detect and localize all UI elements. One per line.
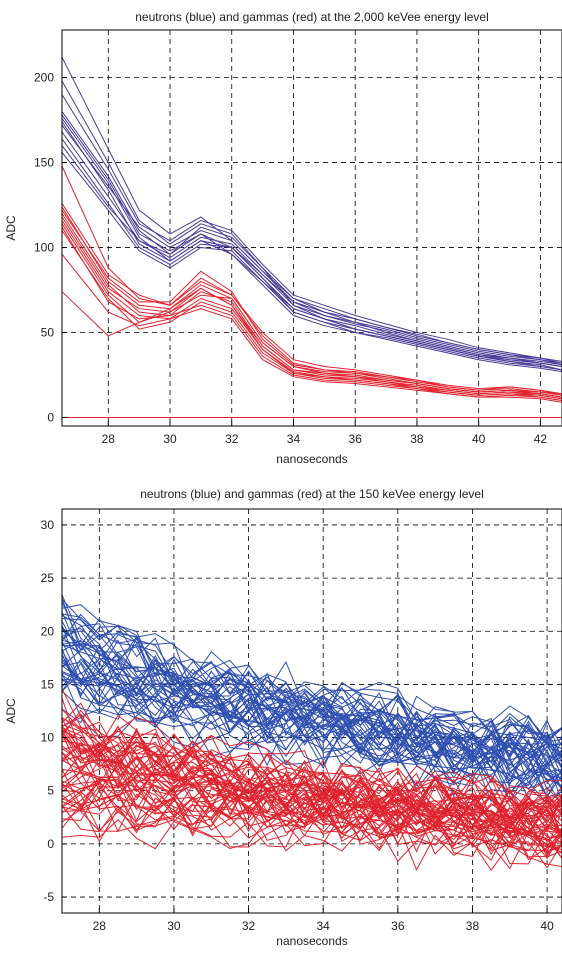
- x-tick-label: 38: [466, 919, 480, 933]
- y-tick-label: 25: [41, 571, 55, 585]
- neutron-trace: [61, 94, 562, 362]
- plot-frame: [61, 29, 562, 427]
- gamma-trace: [61, 755, 562, 839]
- chart-title: neutrons (blue) and gammas (red) at the …: [135, 10, 489, 24]
- gamma-trace: [61, 713, 562, 826]
- y-tick-label: 150: [34, 156, 54, 170]
- neutron-trace: [61, 648, 562, 790]
- neutron-trace: [61, 611, 562, 791]
- gamma-trace: [61, 230, 562, 401]
- neutron-trace: [61, 145, 562, 366]
- chart-title: neutrons (blue) and gammas (red) at the …: [140, 487, 484, 501]
- gamma-trace: [61, 778, 562, 834]
- neutron-trace: [61, 644, 562, 788]
- x-tick-label: 40: [540, 919, 554, 933]
- gamma-trace: [61, 733, 562, 839]
- gamma-trace: [61, 743, 562, 851]
- neutron-trace: [61, 114, 562, 371]
- gamma-trace: [61, 203, 562, 395]
- gamma-trace: [61, 253, 562, 403]
- gamma-trace: [61, 697, 562, 809]
- y-tick-label: 200: [34, 71, 54, 85]
- x-axis-label: nanoseconds: [276, 934, 347, 948]
- chart-2000-kevee: neutrons (blue) and gammas (red) at the …: [4, 10, 562, 466]
- x-tick-label: 34: [287, 432, 301, 446]
- y-tick-label: -5: [43, 890, 54, 904]
- y-tick-label: 20: [41, 624, 55, 638]
- y-tick-label: 15: [41, 677, 55, 691]
- y-tick-label: 10: [41, 731, 55, 745]
- gamma-trace: [61, 226, 562, 401]
- x-tick-label: 28: [93, 919, 107, 933]
- neutron-trace: [61, 654, 562, 756]
- gamma-trace: [61, 745, 562, 850]
- gamma-trace: [61, 709, 562, 834]
- y-tick-labels: 0 50 100 150 200: [34, 71, 67, 425]
- gamma-trace: [61, 794, 562, 845]
- gamma-trace: [61, 818, 562, 871]
- gamma-trace: [61, 688, 562, 847]
- neutron-trace: [61, 635, 562, 780]
- y-tick-label: 50: [41, 326, 55, 340]
- x-tick-label: 42: [534, 432, 548, 446]
- y-tick-label: 0: [47, 411, 54, 425]
- gamma-trace: [61, 730, 562, 861]
- neutron-trace: [61, 628, 562, 754]
- x-tick-label: 30: [167, 919, 181, 933]
- chart-150-kevee: neutrons (blue) and gammas (red) at the …: [4, 487, 562, 948]
- y-tick-label: 100: [34, 241, 54, 255]
- y-axis-label: ADC: [4, 698, 18, 724]
- neutron-trace: [61, 613, 562, 786]
- gamma-trace: [61, 794, 562, 838]
- neutron-trace: [61, 124, 562, 367]
- x-tick-labels: 28 30 32 34 36 38 40 42: [102, 421, 548, 446]
- neutron-trace: [61, 152, 562, 367]
- gamma-trace: [61, 793, 562, 849]
- gamma-trace: [61, 287, 562, 398]
- x-tick-labels: 28 30 32 34 36 38 40: [93, 908, 554, 933]
- x-axis-label: nanoseconds: [276, 452, 347, 466]
- gamma-trace: [61, 740, 562, 818]
- y-axis-label: ADC: [4, 215, 18, 241]
- gamma-trace: [61, 717, 562, 852]
- neutron-trace: [61, 594, 562, 759]
- x-tick-label: 36: [349, 432, 363, 446]
- x-tick-label: 38: [410, 432, 424, 446]
- x-tick-label: 28: [102, 432, 116, 446]
- traces: [61, 594, 562, 871]
- gamma-trace: [61, 718, 562, 852]
- neutron-trace: [61, 121, 562, 371]
- plot-frame: [61, 508, 562, 914]
- neutron-trace: [61, 672, 562, 803]
- neutron-trace: [61, 138, 562, 364]
- neutron-trace: [61, 615, 562, 760]
- x-tick-label: 32: [242, 919, 256, 933]
- y-tick-label: 0: [47, 837, 54, 851]
- gamma-trace: [61, 742, 562, 853]
- neutron-trace: [61, 690, 562, 762]
- traces: [61, 56, 562, 418]
- x-tick-label: 40: [472, 432, 486, 446]
- gamma-trace: [61, 771, 562, 825]
- gamma-trace: [61, 777, 562, 832]
- y-tick-label: 30: [41, 518, 55, 532]
- neutron-trace: [61, 597, 562, 770]
- x-tick-label: 32: [225, 432, 239, 446]
- x-tick-label: 36: [391, 919, 405, 933]
- neutron-trace: [61, 678, 562, 805]
- y-tick-label: 5: [47, 784, 54, 798]
- plot-area: [62, 30, 562, 426]
- x-tick-label: 34: [317, 919, 331, 933]
- y-tick-labels: -5 0 5 10 15 20 25 30: [41, 518, 67, 904]
- gamma-trace: [61, 759, 562, 852]
- x-tick-label: 30: [163, 432, 177, 446]
- neutron-trace: [61, 698, 562, 769]
